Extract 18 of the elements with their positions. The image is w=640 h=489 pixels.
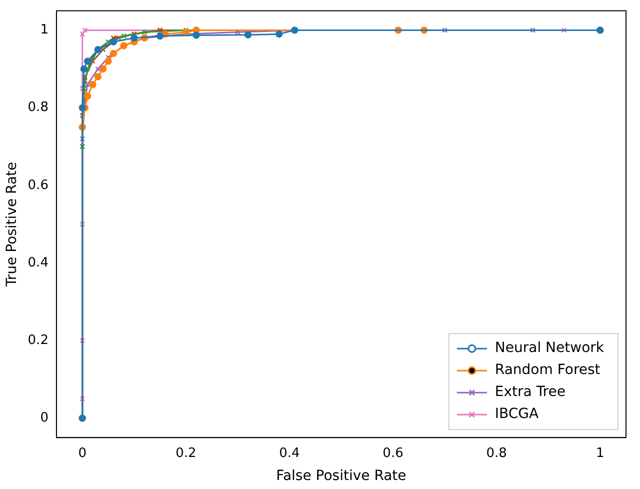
y-tick-label: 0.8 bbox=[28, 100, 48, 116]
legend-label: Extra Tree bbox=[494, 384, 566, 400]
x-tick-label: 0.4 bbox=[279, 446, 300, 461]
x-axis-title: False Positive Rate bbox=[276, 468, 406, 484]
x-tick-label: 0.6 bbox=[382, 446, 404, 461]
y-tick-label: 0.2 bbox=[28, 332, 48, 348]
legend-label: IBCGA bbox=[494, 406, 540, 422]
x-tick-label: 0.2 bbox=[176, 446, 196, 461]
x-tick-label: 0 bbox=[78, 446, 86, 461]
y-tick-label: 0.6 bbox=[28, 178, 48, 193]
y-tick-label: 0.4 bbox=[28, 255, 48, 270]
y-tick-label: 0 bbox=[40, 410, 48, 426]
legend-label: Neural Network bbox=[494, 340, 605, 356]
y-axis-title: True Positive Rate bbox=[4, 162, 20, 288]
x-tick-label: 0.8 bbox=[486, 446, 507, 461]
y-tick-label: 1 bbox=[40, 22, 48, 38]
legend-label: Random Forest bbox=[494, 362, 601, 378]
x-tick-label: 1 bbox=[596, 446, 604, 461]
